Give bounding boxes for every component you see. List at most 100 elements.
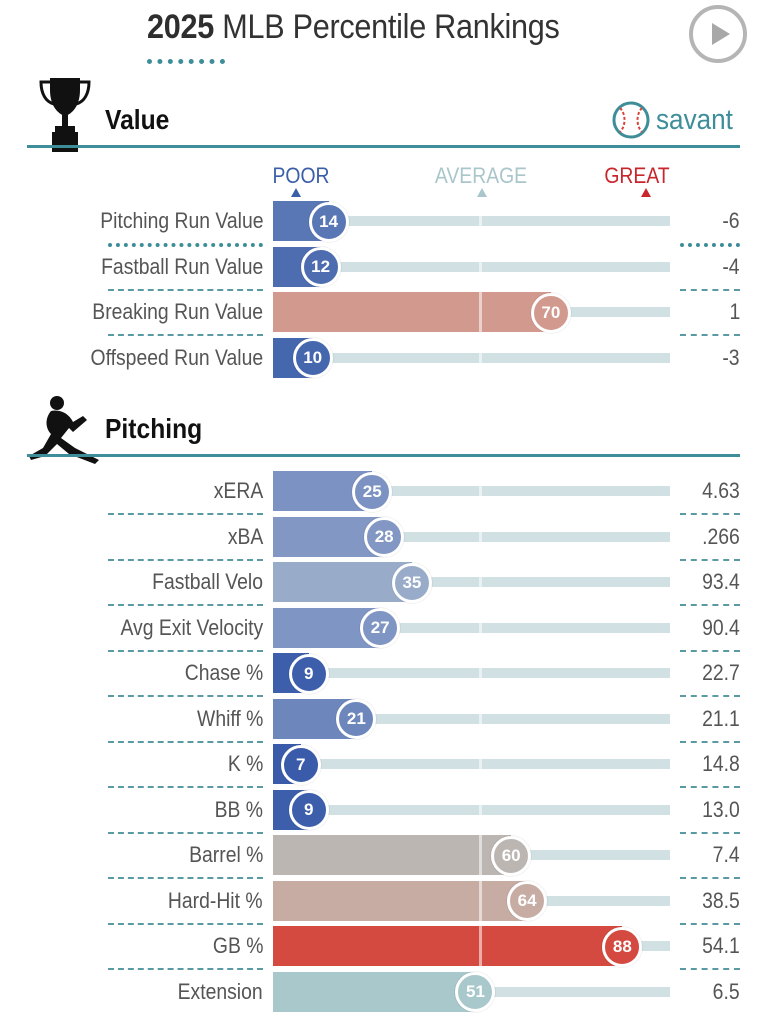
track-xera (273, 486, 670, 496)
bar-hard-hit[interactable] (273, 880, 528, 921)
percentile-bubble-chase[interactable]: 9 (288, 653, 329, 694)
row-separator-left (108, 558, 263, 561)
track-fastball-run-value (273, 261, 670, 272)
metric-value-avg-exit-velocity: 90.4 (702, 614, 740, 640)
row-separator-right (680, 922, 740, 925)
metric-label-fastball-run-value: Fastball Run Value (100, 253, 263, 279)
metric-label-offspeed-run-value: Offspeed Run Value (90, 344, 263, 370)
metric-label-whiff: Whiff % (196, 705, 263, 731)
section-divider-pitching (27, 454, 740, 457)
average-tick-whiff (479, 698, 482, 739)
row-separator-left (108, 288, 263, 291)
title-text: MLB Percentile Rankings (222, 8, 560, 46)
row-separator-left (108, 604, 263, 606)
metric-label-barrel: Barrel % (188, 842, 263, 867)
row-separator-left (108, 968, 263, 970)
metric-value-extension: 6.5 (713, 978, 740, 1004)
row-separator-right (680, 786, 740, 788)
metric-label-gb: GB % (212, 933, 263, 958)
metric-value-pitching-run-value: -6 (722, 208, 740, 233)
average-tick-barrel (479, 835, 482, 875)
bar-extension[interactable] (273, 971, 476, 1012)
metric-label-hard-hit: Hard-Hit % (168, 887, 263, 913)
bar-gb[interactable] (273, 926, 623, 966)
metric-value-gb: 54.1 (702, 933, 740, 958)
percentile-bubble-k[interactable]: 7 (280, 744, 321, 785)
row-separator-right (680, 513, 740, 515)
row-separator-left (108, 786, 263, 788)
row-separator-left (108, 334, 263, 336)
percentile-bubble-avg-exit-velocity[interactable]: 27 (360, 608, 401, 648)
average-tick-chase (479, 653, 482, 693)
bar-breaking-run-value[interactable] (273, 292, 551, 332)
metric-label-avg-exit-velocity: Avg Exit Velocity (120, 614, 263, 640)
row-separator-right (680, 558, 740, 561)
row-separator-right (680, 877, 740, 879)
percentile-bubble-breaking-run-value[interactable]: 70 (530, 292, 571, 333)
scale-label-poor: POOR (272, 163, 330, 188)
percentile-bubble-xba[interactable]: 28 (364, 517, 405, 557)
metric-value-bb: 13.0 (702, 796, 740, 822)
section-divider-value (27, 145, 740, 148)
pitcher-icon (29, 396, 99, 464)
metric-label-xera: xERA (213, 478, 264, 503)
scale-marker-great (641, 188, 651, 197)
percentile-bubble-xera[interactable]: 25 (352, 471, 393, 512)
average-tick-k (479, 744, 482, 784)
row-separator-right (680, 695, 740, 697)
row-separator-right (680, 968, 740, 970)
bar-fastball-velo[interactable] (273, 562, 412, 602)
row-separator-left (108, 513, 263, 515)
percentile-bubble-bb[interactable]: 9 (288, 790, 329, 830)
track-offspeed-run-value (273, 352, 670, 363)
average-tick-fastball-velo (479, 562, 482, 602)
average-tick-avg-exit-velocity (479, 607, 482, 648)
track-avg-exit-velocity (273, 622, 670, 633)
average-tick-xba (479, 516, 482, 557)
scale-label-average: AVERAGE (434, 163, 528, 188)
metric-label-k: K % (227, 751, 263, 776)
average-tick-gb (479, 926, 482, 966)
metric-value-hard-hit: 38.5 (702, 887, 740, 913)
percentile-bubble-offspeed-run-value[interactable]: 10 (292, 338, 333, 378)
metric-label-chase: Chase % (184, 660, 263, 685)
track-chase (273, 668, 670, 678)
metric-value-chase: 22.7 (702, 660, 740, 685)
baseball-icon (612, 101, 650, 139)
row-separator-right (680, 649, 740, 652)
percentile-bubble-gb[interactable]: 88 (602, 926, 643, 967)
average-tick-bb (479, 789, 482, 830)
average-tick-hard-hit (479, 880, 482, 921)
bar-barrel[interactable] (273, 835, 512, 875)
track-whiff (273, 713, 670, 724)
percentile-bubble-whiff[interactable]: 21 (336, 699, 377, 739)
row-separator-left (108, 922, 263, 925)
percentile-bubble-barrel[interactable]: 60 (491, 835, 532, 876)
track-bb (273, 804, 670, 815)
percentile-bubble-fastball-velo[interactable]: 35 (391, 562, 432, 603)
track-xba (273, 531, 670, 542)
percentile-bubble-pitching-run-value[interactable]: 14 (308, 201, 349, 242)
row-separator-left (108, 831, 263, 834)
row-separator-left (108, 649, 263, 652)
row-separator-right (680, 604, 740, 606)
row-separator-right (680, 243, 740, 247)
row-separator-right (680, 740, 740, 743)
play-button[interactable] (689, 5, 747, 63)
metric-value-xera: 4.63 (702, 478, 740, 503)
metric-value-whiff: 21.1 (702, 705, 740, 731)
row-separator-left (108, 877, 263, 879)
percentile-bubble-fastball-run-value[interactable]: 12 (300, 247, 341, 287)
row-separator-right (680, 288, 740, 291)
percentile-bubble-extension[interactable]: 51 (455, 972, 496, 1012)
average-tick-fastball-run-value (479, 246, 482, 287)
metric-label-xba: xBA (227, 523, 263, 549)
percentile-bubble-hard-hit[interactable]: 64 (507, 881, 548, 921)
track-k (273, 759, 670, 769)
section-title-pitching: Pitching (105, 413, 203, 444)
section-title-value: Value (105, 104, 170, 135)
title-underline (147, 59, 225, 64)
metric-label-extension: Extension (177, 978, 263, 1004)
track-pitching-run-value (273, 216, 670, 226)
metric-value-fastball-velo: 93.4 (702, 569, 740, 594)
